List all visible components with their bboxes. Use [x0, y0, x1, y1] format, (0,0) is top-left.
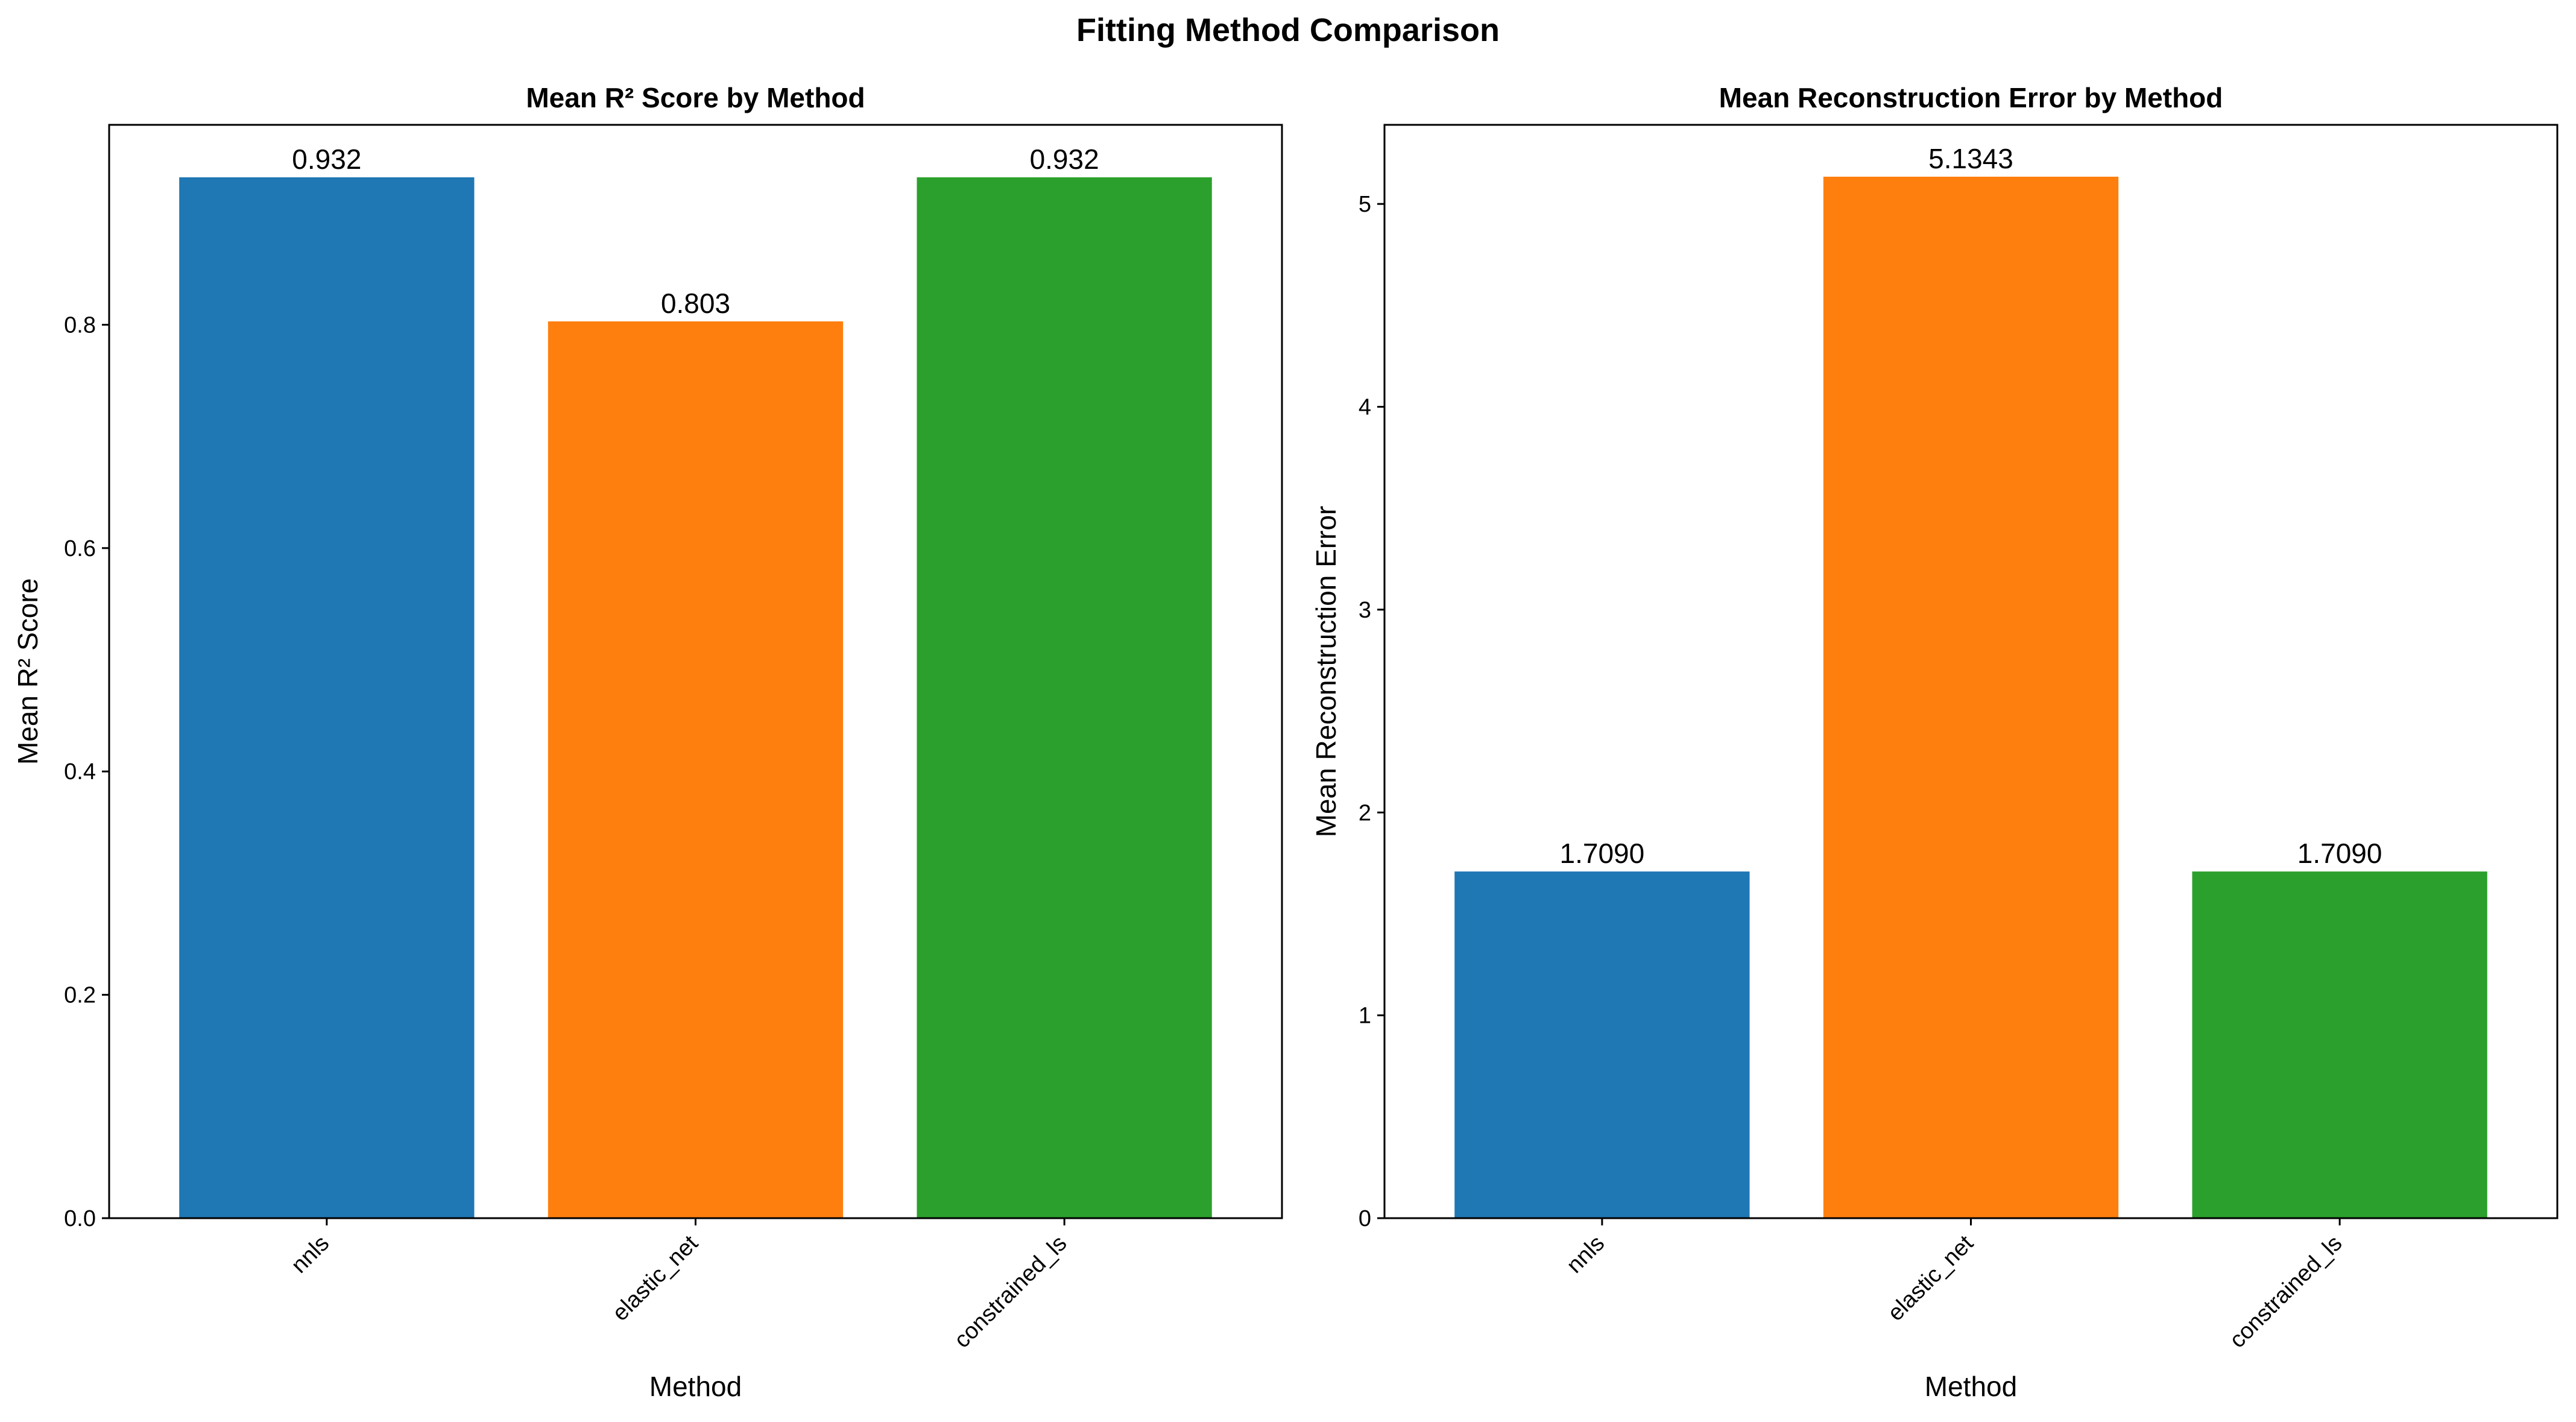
- data-label-elastic_net: 0.803: [661, 288, 730, 319]
- bar-nnls: [1454, 871, 1750, 1218]
- y-axis-label: Mean Reconstruction Error: [1310, 506, 1342, 838]
- y-tick-label: 0.2: [64, 983, 96, 1008]
- figure-title: Fitting Method Comparison: [1076, 12, 1500, 48]
- y-axis-label: Mean R² Score: [12, 578, 43, 765]
- bar-constrained_ls: [2192, 871, 2487, 1218]
- data-label-nnls: 1.7090: [1560, 838, 1645, 869]
- bar-nnls: [179, 177, 475, 1218]
- axes-title: Mean Reconstruction Error by Method: [1719, 82, 2223, 113]
- y-tick-label: 1: [1359, 1003, 1371, 1029]
- bar-elastic_net: [1823, 177, 2119, 1218]
- y-tick-label: 0.0: [64, 1206, 96, 1231]
- bar-elastic_net: [548, 321, 844, 1218]
- y-tick-label: 0: [1359, 1206, 1371, 1231]
- y-tick-label: 0.6: [64, 536, 96, 561]
- x-axis-label: Method: [1925, 1371, 2017, 1402]
- y-tick-label: 4: [1359, 395, 1371, 420]
- data-label-constrained_ls: 0.932: [1030, 144, 1099, 175]
- data-label-constrained_ls: 1.7090: [2297, 838, 2382, 869]
- y-tick-label: 0.4: [64, 759, 96, 785]
- bar-constrained_ls: [917, 177, 1212, 1218]
- y-tick-label: 3: [1359, 598, 1371, 623]
- data-label-nnls: 0.932: [292, 144, 361, 175]
- axes-title: Mean R² Score by Method: [526, 82, 865, 113]
- y-tick-label: 0.8: [64, 312, 96, 338]
- y-tick-label: 5: [1359, 192, 1371, 217]
- x-axis-label: Method: [649, 1371, 742, 1402]
- data-label-elastic_net: 5.1343: [1928, 143, 2013, 174]
- y-tick-label: 2: [1359, 800, 1371, 826]
